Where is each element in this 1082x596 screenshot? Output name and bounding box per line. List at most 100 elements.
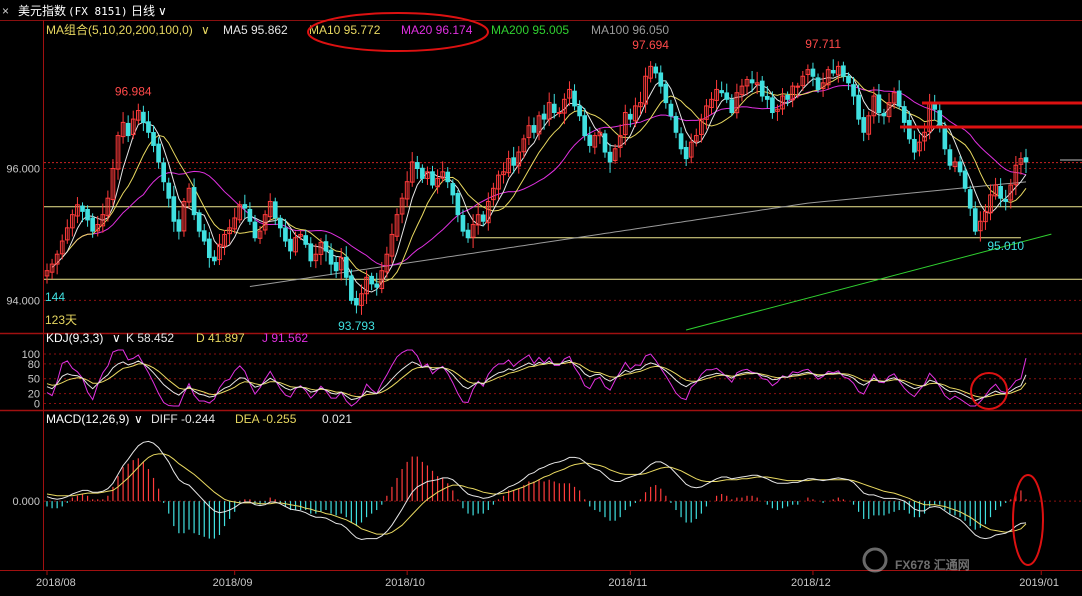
candle-body (75, 204, 80, 217)
watermark-text: FX678 汇通网 (895, 557, 970, 572)
close-icon[interactable]: × (2, 4, 9, 18)
candle-body (465, 229, 471, 239)
candle-body (653, 66, 659, 74)
macd-hist-value: 0.021 (322, 412, 352, 426)
candle-body (485, 200, 491, 224)
candle-body (607, 151, 613, 163)
highlight-circle (307, 12, 489, 52)
watermark: FX678 汇通网 (862, 547, 970, 573)
side-count-label: 144 (45, 290, 65, 304)
candle-body (206, 238, 212, 258)
macd-axis-labels: 0.000 (12, 496, 40, 508)
candle-body (562, 98, 567, 114)
candle-body (917, 141, 922, 152)
grid-lines (44, 168, 1082, 301)
candle-body (420, 167, 425, 179)
candle-body (450, 183, 456, 196)
candle-body (800, 75, 806, 87)
candle-body (1008, 184, 1014, 201)
price-tick-label: 96.000 (6, 164, 40, 176)
macd-tick-label: 0.000 (12, 496, 40, 508)
candle-body (541, 113, 547, 120)
macd-dea-value: DEA -0.255 (235, 412, 297, 426)
macd-diff-value: DIFF -0.244 (151, 412, 215, 426)
candle-body (734, 92, 740, 114)
candle-body (617, 135, 623, 148)
candle-body (404, 181, 410, 200)
candle-body (881, 113, 887, 117)
candle-body (313, 253, 319, 262)
candle-body (222, 233, 227, 247)
instrument-code: (FX 8151) (68, 5, 128, 18)
kdj-tick-label: 80 (28, 359, 40, 371)
candle-body (389, 233, 395, 257)
candle-body (658, 72, 664, 87)
candle-body (349, 275, 354, 301)
candle-body (932, 103, 938, 110)
candle-body (338, 257, 344, 271)
price-annotation: 96.984 (115, 85, 152, 99)
price-axis-labels: 94.000 96.000 (6, 164, 40, 308)
highlight-circle (970, 372, 1008, 410)
candle-body (511, 157, 516, 166)
candle-body (516, 151, 522, 167)
candle-body (247, 208, 253, 222)
candle-body (496, 174, 501, 190)
kdj-d-line (46, 361, 1027, 398)
kdj-tick-label: 100 (22, 349, 40, 361)
candle-body (480, 214, 486, 222)
candle-body (805, 69, 811, 75)
candle-body (962, 170, 968, 189)
chevron-down-icon[interactable]: ∨ (158, 4, 167, 18)
candle-body (861, 117, 867, 133)
candle-body (166, 182, 172, 199)
candle-body (785, 95, 790, 100)
candle-body (795, 85, 801, 88)
candle-body (582, 115, 588, 137)
candle-body (242, 204, 248, 209)
candle-body (135, 110, 141, 121)
macd-legend: MACD(12,26,9) ∨ DIFF -0.244 DEA -0.255 0… (46, 412, 1044, 566)
macd-lines (46, 440, 1027, 541)
candle-body (643, 75, 648, 105)
candle-body (181, 200, 187, 232)
candle-body (343, 256, 349, 278)
candle-body (952, 161, 958, 168)
candle-body (648, 65, 653, 79)
ma-group-label[interactable]: MA组合(5,10,20,200,100,0) (46, 22, 193, 37)
kdj-j-value: J 91.562 (262, 331, 308, 345)
candle-body (993, 184, 998, 197)
candle-body (810, 68, 816, 77)
candle-body (901, 106, 907, 123)
candle-body (141, 111, 146, 123)
candle-body (252, 221, 258, 239)
ma100-line (249, 181, 1027, 287)
candle-body (491, 187, 496, 201)
candle-body (44, 270, 50, 277)
candle-body (526, 125, 532, 139)
price-annotation: 95.010 (987, 239, 1024, 253)
chevron-down-icon[interactable]: ∨ (112, 331, 121, 345)
ma200-line (686, 233, 1052, 331)
candle-body (704, 105, 709, 120)
candle-body (896, 90, 902, 107)
chevron-down-icon[interactable]: ∨ (134, 412, 143, 426)
candle-body (754, 82, 760, 85)
chevron-down-icon[interactable]: ∨ (201, 23, 210, 37)
candle-body (587, 134, 593, 146)
candle-body (770, 97, 775, 113)
candle-body (912, 138, 917, 153)
candle-body (891, 92, 897, 104)
candle-body (445, 171, 451, 183)
candle-body (49, 263, 55, 273)
date-tick-label: 2018/10 (385, 577, 425, 589)
candle-body (846, 75, 851, 84)
candle-body (633, 105, 638, 122)
candle-body (688, 141, 694, 158)
candle-body (156, 143, 161, 163)
macd-group-label[interactable]: MACD(12,26,9) (46, 412, 129, 426)
period-selector[interactable]: 日线 (131, 4, 155, 18)
kdj-group-label[interactable]: KDJ(9,3,3) (46, 331, 103, 345)
candle-body (780, 95, 785, 110)
instrument-name: 美元指数 (18, 3, 66, 18)
